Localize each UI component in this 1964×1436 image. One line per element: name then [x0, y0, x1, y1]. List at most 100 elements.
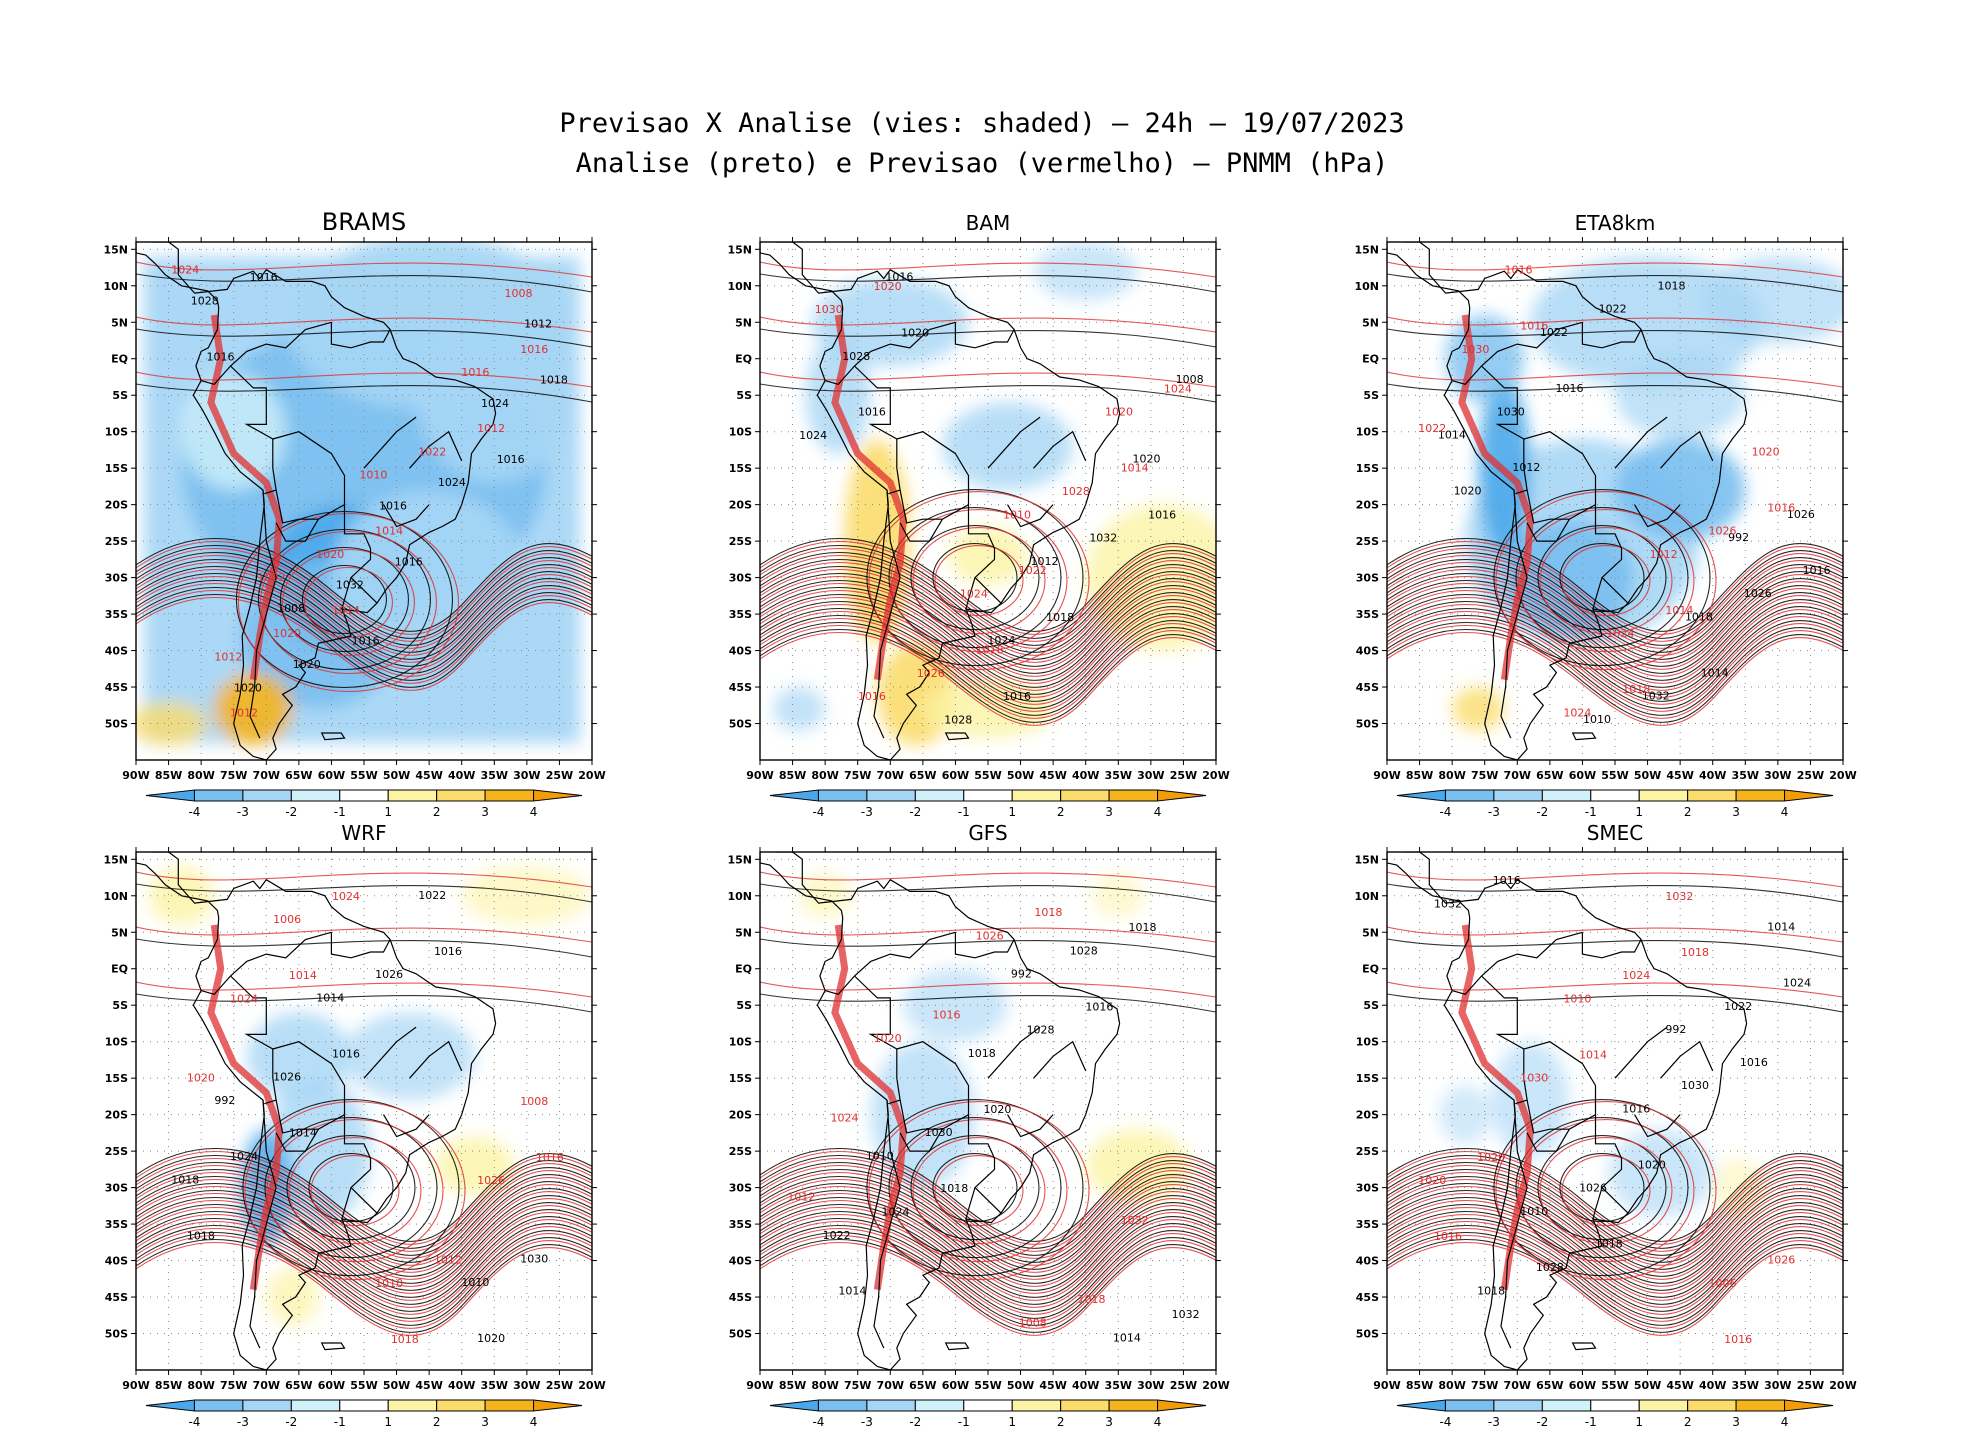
analysis-isobar-label: 1016 — [206, 350, 234, 363]
colorbar-segment — [193, 789, 244, 802]
lon-tick-label: 45W — [1666, 769, 1693, 782]
lat-tick-label: 45S — [729, 681, 752, 694]
analysis-isobar-label: 1026 — [273, 1071, 301, 1084]
lat-tick-label: 5S — [736, 389, 752, 402]
forecast-isobar-label: 1012 — [214, 650, 242, 663]
colorbar-label: 4 — [1154, 805, 1162, 819]
analysis-isobar-label: 1022 — [1724, 1000, 1752, 1013]
lon-tick-label: 85W — [779, 769, 806, 782]
colorbar-segment — [145, 1399, 195, 1412]
analysis-isobar-label: 1024 — [438, 476, 466, 489]
analysis-isobar-label: 1008 — [1176, 373, 1204, 386]
forecast-isobar-label: 1002 — [257, 571, 285, 584]
lat-tick-label: EQ — [111, 963, 128, 976]
lat-tick-label: 10N — [1354, 890, 1379, 903]
lon-tick-label: 80W — [1438, 769, 1465, 782]
graticule — [136, 242, 592, 760]
colorbar-label: -1 — [958, 805, 970, 819]
colorbar-segment — [1638, 1399, 1689, 1412]
forecast-isobar-label: 1032 — [1665, 890, 1693, 903]
map-panel-bam: BAM1016101610161020101810241028103210281… — [727, 211, 1230, 819]
analysis-isobar-label: 1018 — [1595, 1238, 1623, 1251]
lat-tick-label: 50S — [729, 1328, 752, 1341]
forecast-isobar-label: 1016 — [1767, 501, 1795, 514]
analysis-isobar-label: 1010 — [1520, 1205, 1548, 1218]
lon-tick-label: 70W — [877, 1379, 904, 1392]
lon-tick-label: 55W — [974, 1379, 1001, 1392]
forecast-isobar-label: 1010 — [1003, 508, 1031, 521]
lat-tick-label: 40S — [1356, 645, 1379, 658]
lon-tick-label: 45W — [1039, 769, 1066, 782]
analysis-isobar-label: 1014 — [1113, 1331, 1141, 1344]
contour-labels: 1016 1016 1016 1016 1016 1018 1020 1024 1028 1032… — [171, 264, 568, 720]
lon-tick-label: 30W — [1764, 769, 1791, 782]
lon-tick-label: 65W — [1536, 769, 1563, 782]
analysis-isobar-label: 1018 — [1685, 610, 1713, 623]
lon-tick-label: 30W — [1764, 1379, 1791, 1392]
colorbar-label: -4 — [188, 1415, 200, 1429]
lon-tick-label: 20W — [1829, 769, 1856, 782]
colorbar-segment — [769, 1399, 819, 1412]
lat-tick-label: 25S — [105, 535, 128, 548]
lon-tick-label: 35W — [481, 769, 508, 782]
forecast-isobar-label: 1018 — [1622, 683, 1650, 696]
colorbar-label: -3 — [237, 805, 249, 819]
forecast-isobar-label: 1010 — [375, 1277, 403, 1290]
analysis-isobar-label: 1018 — [171, 1173, 199, 1186]
colorbar-label: 4 — [1154, 1415, 1162, 1429]
forecast-isobar-label: 1020 — [1418, 1174, 1446, 1187]
lon-tick-label: 40W — [1699, 769, 1726, 782]
colorbar: -4 -3 -2 -1 1 2 3 4 — [145, 1399, 583, 1429]
analysis-isobar-label: 1026 — [1787, 508, 1815, 521]
lon-tick-label: 80W — [1438, 1379, 1465, 1392]
analysis-isobar-label: 1020 — [1132, 452, 1160, 465]
colorbar-label: 4 — [530, 1415, 538, 1429]
axes: 15N 10N 5N EQ 5S 10S 15S 20S 25S 30S 35S 40S 45S 50S 9… — [727, 237, 1230, 782]
lon-tick-label: 60W — [942, 769, 969, 782]
colorbar-label: -2 — [285, 1415, 297, 1429]
lat-tick-label: 20S — [729, 499, 752, 512]
lon-tick-label: 25W — [546, 769, 573, 782]
lon-tick-label: 60W — [942, 1379, 969, 1392]
lat-tick-label: 15S — [729, 462, 752, 475]
bias-shading — [799, 873, 1190, 1203]
forecast-isobar-label: 1020 — [316, 548, 344, 561]
analysis-isobar-label: 1032 — [1172, 1308, 1200, 1321]
axes: 15N 10N 5N EQ 5S 10S 15S 20S 25S 30S 35S 40S 45S 50S 9… — [1354, 847, 1857, 1392]
lat-tick-label: 35S — [1356, 1218, 1379, 1231]
colorbar-segment — [914, 789, 965, 802]
lon-tick-label: 35W — [1732, 1379, 1759, 1392]
forecast-isobar-label: 1026 — [477, 1174, 505, 1187]
lon-tick-label: 25W — [1170, 769, 1197, 782]
colorbar-segment — [193, 1399, 244, 1412]
lon-tick-label: 30W — [1137, 769, 1164, 782]
analysis-isobar-label: 1014 — [289, 1127, 317, 1140]
forecast-isobar-label: 1014 — [332, 604, 360, 617]
lon-tick-label: 65W — [285, 769, 312, 782]
colorbar-segment — [339, 1399, 389, 1412]
forecast-isobar-label: 1028 — [1062, 485, 1090, 498]
lon-tick-label: 55W — [350, 1379, 377, 1392]
lat-tick-label: 20S — [729, 1109, 752, 1122]
colorbar-segment — [1590, 1399, 1640, 1412]
lon-tick-label: 65W — [909, 769, 936, 782]
lon-tick-label: 75W — [1471, 1379, 1498, 1392]
lat-tick-label: 15N — [1354, 853, 1379, 866]
colorbar-segment — [533, 1399, 583, 1412]
lon-tick-label: 75W — [844, 769, 871, 782]
analysis-isobar-label: 1028 — [842, 350, 870, 363]
colorbar-segment — [339, 789, 389, 802]
colorbar-label: 1 — [1635, 1415, 1643, 1429]
lat-tick-label: 25S — [1356, 1145, 1379, 1158]
colorbar-label: -3 — [237, 1415, 249, 1429]
colorbar-segment — [1735, 789, 1786, 802]
lat-tick-label: 45S — [729, 1291, 752, 1304]
lat-tick-label: 20S — [1356, 499, 1379, 512]
forecast-isobar-label: 1020 — [1752, 445, 1780, 458]
lon-tick-label: 75W — [844, 1379, 871, 1392]
forecast-isobar-label: 1020 — [874, 280, 902, 293]
forecast-isobar-label: 1012 — [1650, 548, 1678, 561]
colorbar-segment — [1784, 1399, 1834, 1412]
forecast-isobar-label: 1022 — [1019, 564, 1047, 577]
lat-tick-label: 15N — [103, 853, 128, 866]
